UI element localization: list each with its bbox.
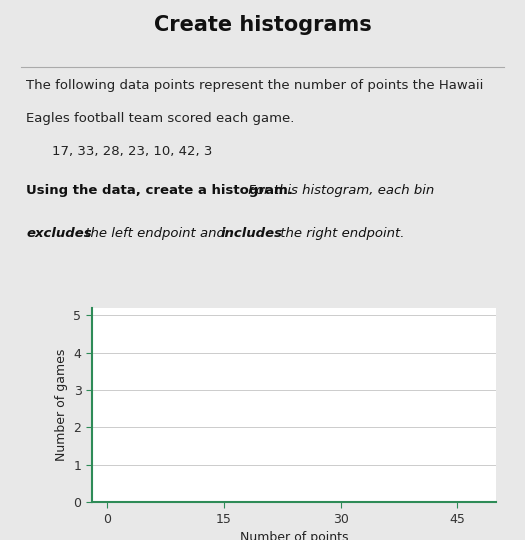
Y-axis label: Number of games: Number of games: [55, 349, 68, 461]
Text: includes: includes: [220, 227, 282, 240]
X-axis label: Number of points: Number of points: [240, 531, 348, 540]
Text: Using the data, create a histogram.: Using the data, create a histogram.: [26, 185, 293, 198]
Text: Create histograms: Create histograms: [154, 15, 371, 35]
Text: the left endpoint and: the left endpoint and: [81, 227, 229, 240]
Text: excludes: excludes: [26, 227, 92, 240]
Text: For this histogram, each bin: For this histogram, each bin: [244, 185, 434, 198]
Text: Eagles football team scored each game.: Eagles football team scored each game.: [26, 112, 295, 125]
Text: The following data points represent the number of points the Hawaii: The following data points represent the …: [26, 79, 484, 92]
Text: 17, 33, 28, 23, 10, 42, 3: 17, 33, 28, 23, 10, 42, 3: [52, 145, 213, 158]
Text: the right endpoint.: the right endpoint.: [276, 227, 404, 240]
